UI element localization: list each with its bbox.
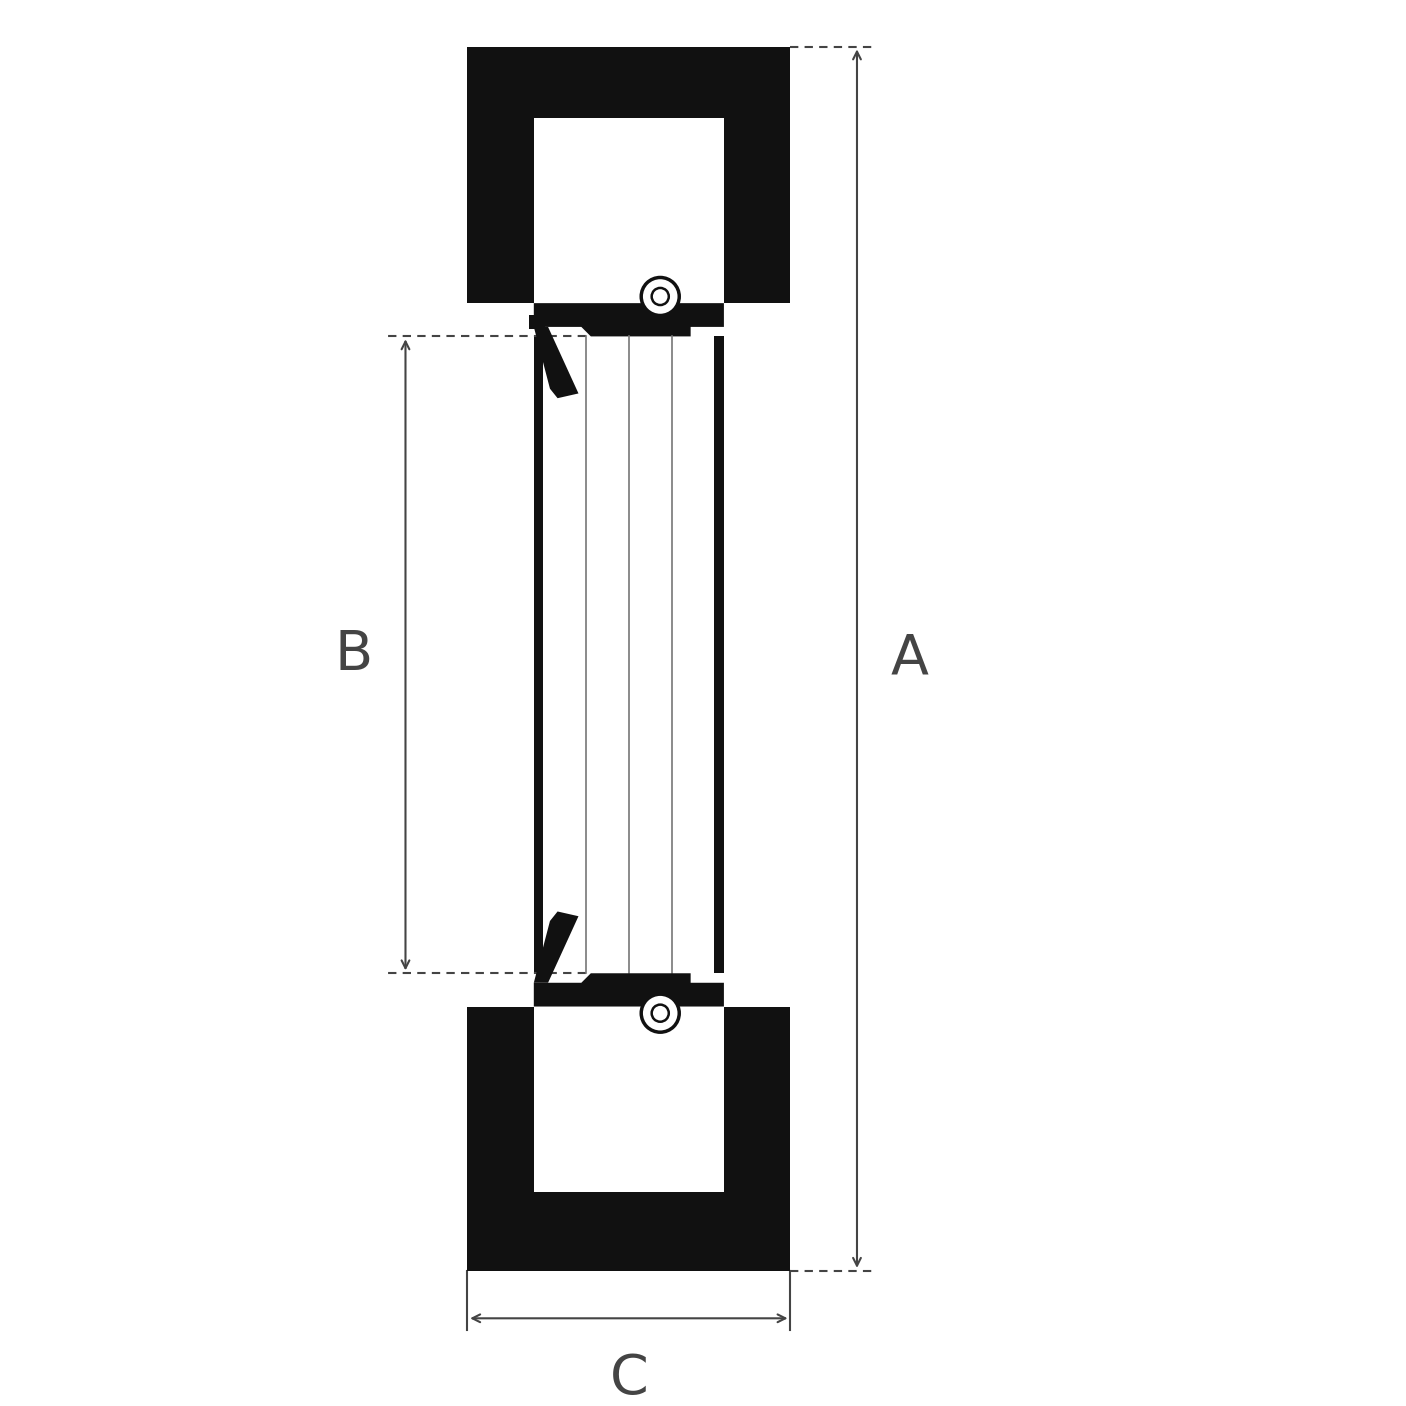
Polygon shape bbox=[475, 53, 783, 118]
Text: B: B bbox=[335, 628, 373, 682]
Polygon shape bbox=[724, 118, 790, 304]
Polygon shape bbox=[534, 336, 543, 973]
Polygon shape bbox=[475, 1192, 783, 1263]
Text: A: A bbox=[890, 631, 928, 686]
Polygon shape bbox=[534, 911, 578, 983]
Polygon shape bbox=[714, 336, 724, 973]
Polygon shape bbox=[467, 1007, 534, 1192]
Polygon shape bbox=[534, 973, 724, 1007]
Circle shape bbox=[651, 288, 669, 305]
Polygon shape bbox=[467, 46, 790, 118]
Circle shape bbox=[641, 277, 679, 315]
Polygon shape bbox=[724, 1007, 790, 1192]
Polygon shape bbox=[529, 315, 546, 329]
Text: C: C bbox=[609, 1351, 648, 1406]
Polygon shape bbox=[534, 304, 724, 336]
Polygon shape bbox=[534, 328, 578, 398]
Circle shape bbox=[641, 994, 679, 1032]
Polygon shape bbox=[467, 118, 534, 304]
Polygon shape bbox=[475, 118, 510, 270]
Polygon shape bbox=[467, 1192, 790, 1271]
Polygon shape bbox=[747, 1040, 783, 1192]
Circle shape bbox=[651, 1005, 669, 1022]
